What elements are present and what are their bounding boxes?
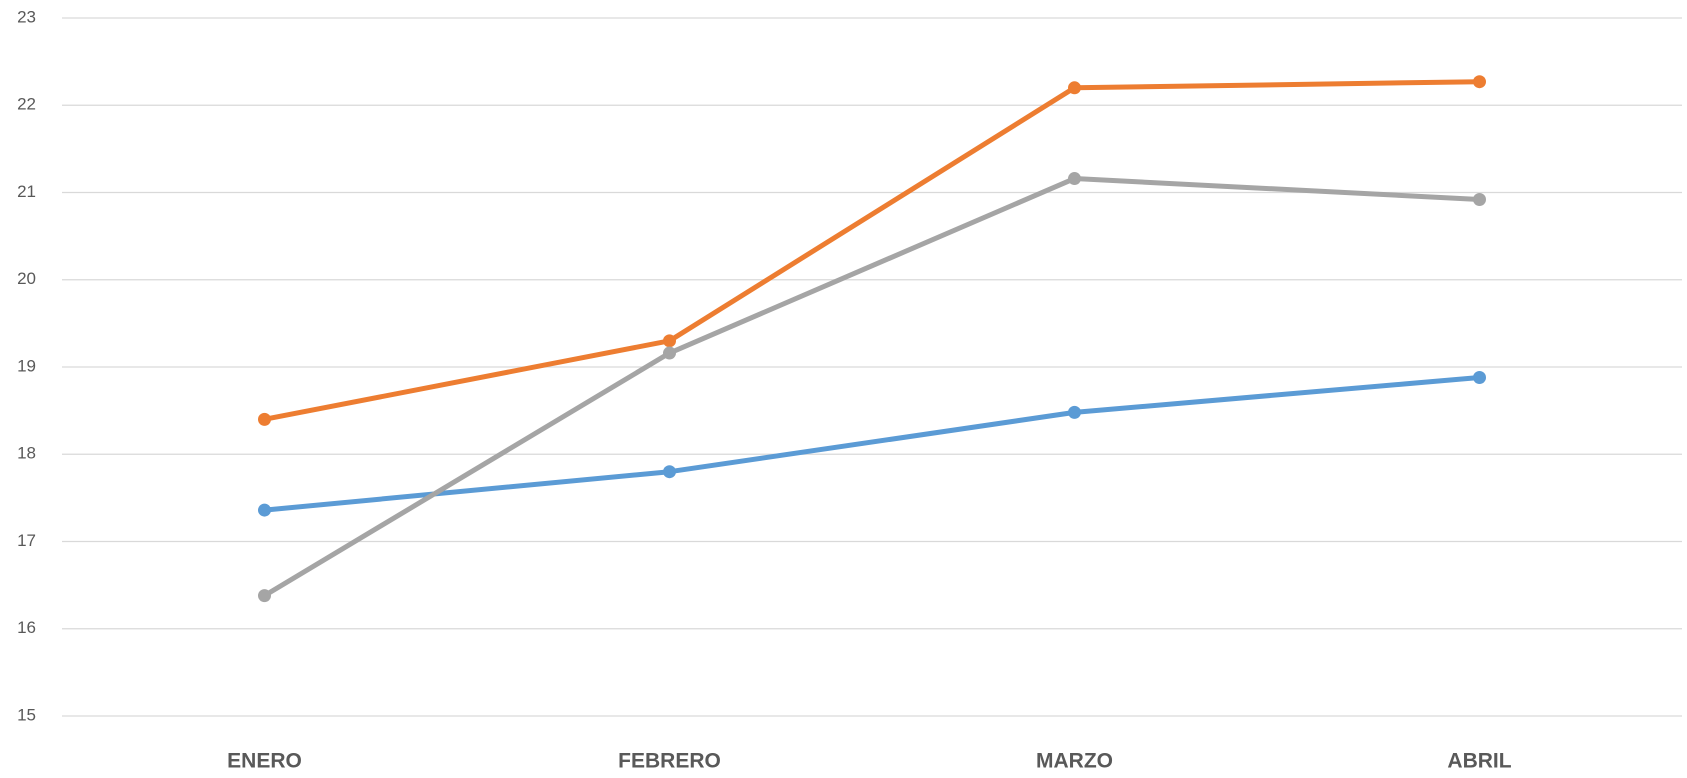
point xyxy=(258,412,271,426)
series-line xyxy=(264,374,1480,513)
x-tick-label: FEBRERO xyxy=(618,750,721,773)
y-tick-label: 23 xyxy=(17,7,36,26)
point xyxy=(663,465,676,479)
point xyxy=(1473,192,1486,206)
y-tick-label: 18 xyxy=(17,444,36,463)
y-tick-label: 17 xyxy=(17,531,36,550)
point xyxy=(663,346,676,360)
point xyxy=(1068,81,1081,95)
x-tick-label: ENERO xyxy=(227,750,302,773)
point xyxy=(258,503,271,517)
y-tick-label: 21 xyxy=(17,182,36,201)
point xyxy=(1473,75,1486,89)
point xyxy=(663,334,676,348)
y-tick-label: 22 xyxy=(17,95,36,114)
point xyxy=(1068,172,1081,186)
y-tick-label: 15 xyxy=(17,705,36,724)
x-tick-label: ABRIL xyxy=(1447,750,1511,773)
series-line xyxy=(264,79,1480,422)
x-tick-label: MARZO xyxy=(1036,750,1113,773)
y-tick-label: 19 xyxy=(17,356,36,375)
point xyxy=(1473,370,1486,384)
y-tick-label: 20 xyxy=(17,269,36,288)
point xyxy=(258,589,271,603)
y-tick-label: 16 xyxy=(17,618,36,637)
series-line xyxy=(263,176,1480,598)
point xyxy=(1068,405,1081,419)
